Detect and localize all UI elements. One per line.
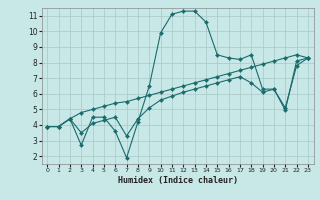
X-axis label: Humidex (Indice chaleur): Humidex (Indice chaleur) <box>118 176 237 185</box>
